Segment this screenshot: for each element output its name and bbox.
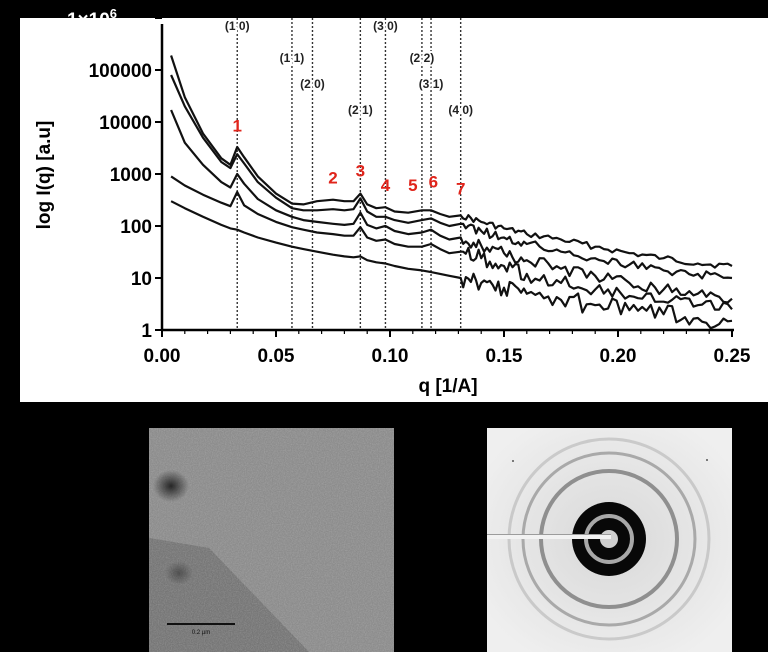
axes bbox=[155, 17, 734, 337]
dark-spot bbox=[153, 470, 189, 502]
y-tick-label: 10000 bbox=[99, 113, 152, 134]
x-tick-label: 0.15 bbox=[486, 346, 523, 367]
y-top-tick-label: 1×106 bbox=[67, 6, 117, 31]
series-line bbox=[170, 74, 733, 280]
beam-stopper bbox=[487, 535, 611, 539]
x-axis-title: q [1/A] bbox=[418, 376, 477, 397]
left-black-bar bbox=[0, 50, 20, 402]
saed-pattern bbox=[487, 428, 732, 652]
reflection-guides bbox=[236, 18, 462, 330]
y-tick-label: 10 bbox=[131, 269, 152, 290]
x-tick-label: 0.20 bbox=[600, 346, 637, 367]
peak-label: 2 bbox=[328, 169, 337, 188]
tem-micrograph: 0.2 µm bbox=[149, 428, 394, 652]
reflection-label: (3 0) bbox=[373, 19, 398, 33]
x-tick-label: 0.25 bbox=[714, 346, 751, 367]
y-axis-title: log I(q) [a.u] bbox=[34, 121, 55, 230]
peak-label: 6 bbox=[429, 173, 438, 192]
y-tick-label: 100 bbox=[120, 217, 152, 238]
series-line bbox=[170, 200, 733, 330]
tick-labels: 0.00 0.05 0.10 0.15 0.20 0.25 1 10 100 1000 10000 1… bbox=[67, 6, 751, 367]
annotations: (1 0) (1 1) (2 0) (2 1) (3 0) (2 2) (3 1) (4 0)… bbox=[223, 17, 475, 199]
reflection-label: (1 0) bbox=[225, 19, 250, 33]
series-line bbox=[170, 55, 733, 269]
plot-background bbox=[20, 18, 768, 402]
intensity-curves bbox=[170, 55, 733, 330]
x-tick-label: 0.05 bbox=[258, 346, 295, 367]
peak-label: 5 bbox=[408, 176, 417, 195]
reflection-label: (3 1) bbox=[419, 77, 444, 91]
reflection-label: (4 0) bbox=[448, 103, 473, 117]
reflection-label: (1 1) bbox=[280, 51, 305, 65]
saxs-chart: 0.00 0.05 0.10 0.15 0.20 0.25 1 10 100 1000 10000 1… bbox=[0, 6, 768, 402]
peak-label: 4 bbox=[381, 176, 391, 195]
reflection-label: (2 2) bbox=[410, 51, 435, 65]
series-line bbox=[170, 109, 733, 304]
x-tick-label: 0.10 bbox=[372, 346, 409, 367]
peak-label: 1 bbox=[233, 117, 242, 136]
y-tick-label: 100000 bbox=[89, 61, 152, 82]
scale-bar-label: 0.2 µm bbox=[192, 630, 210, 636]
top-black-bar bbox=[20, 8, 768, 18]
y-tick-label: 1 bbox=[141, 321, 152, 342]
peak-label: 7 bbox=[456, 180, 465, 199]
peak-label: 3 bbox=[356, 161, 365, 180]
y-tick-label: 1000 bbox=[110, 165, 152, 186]
reflection-label: (2 1) bbox=[348, 103, 373, 117]
x-tick-label: 0.00 bbox=[144, 346, 181, 367]
reflection-label: (2 0) bbox=[300, 77, 325, 91]
series-line bbox=[170, 175, 733, 311]
